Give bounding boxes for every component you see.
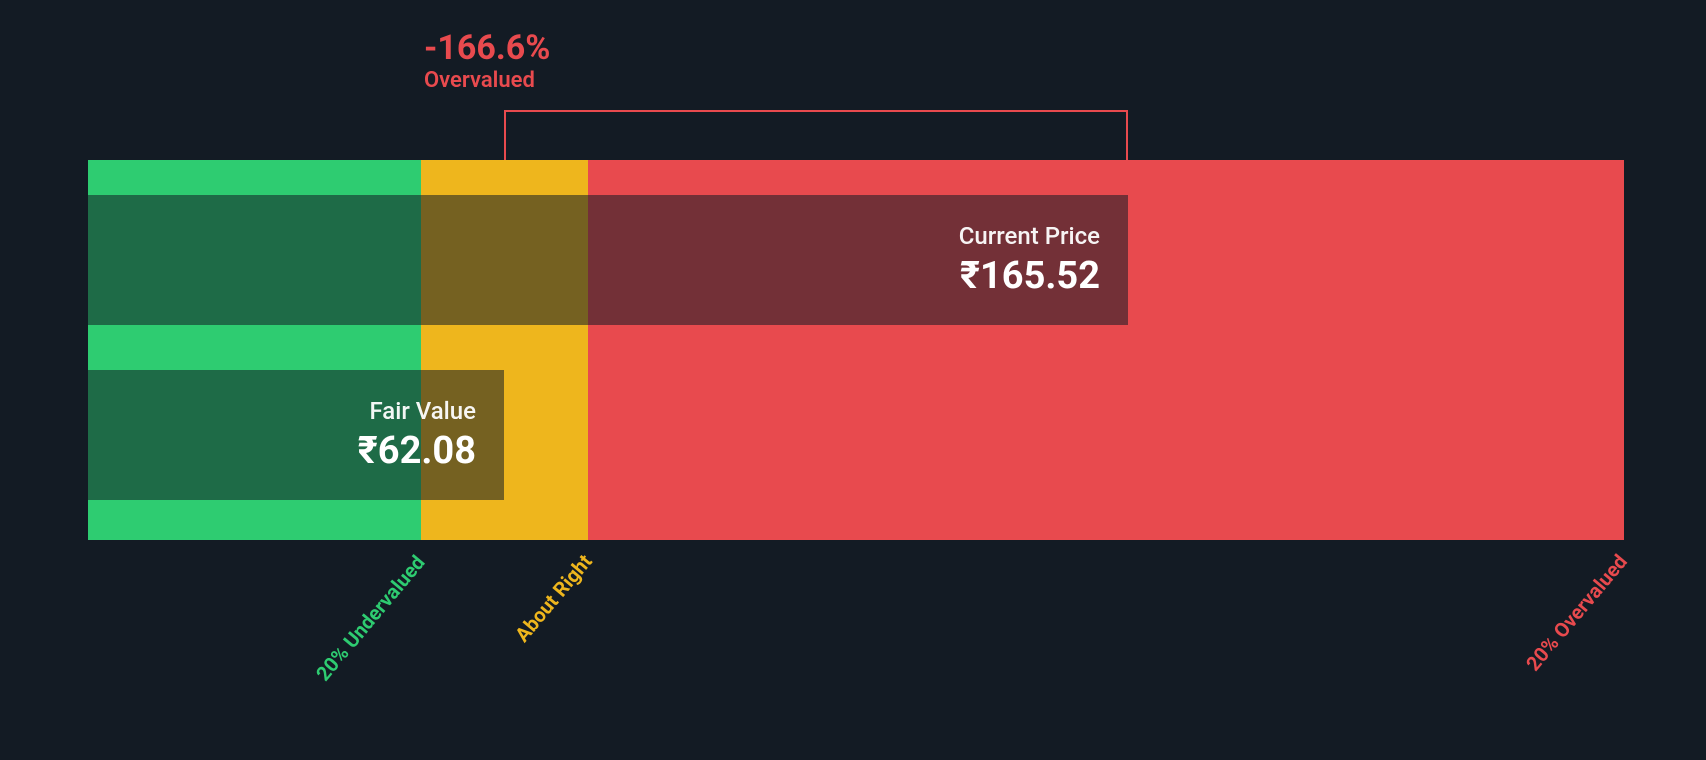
axis-label-undervalued: 20% Undervalued [311, 550, 430, 685]
valuation-chart: -166.6% Overvalued Current Price ₹165.52… [0, 0, 1706, 760]
fair-value-bar: Fair Value ₹62.08 [88, 370, 504, 500]
overvalued-label: Overvalued [424, 68, 550, 93]
axis-label-overvalued: 20% Overvalued [1521, 550, 1632, 676]
overvalued-percent: -166.6% [424, 28, 550, 68]
current-price-label: Current Price [959, 222, 1100, 250]
overvalued-bracket [504, 110, 1128, 160]
current-price-value: ₹165.52 [960, 254, 1100, 298]
fair-value-label: Fair Value [369, 397, 476, 425]
current-price-bar: Current Price ₹165.52 [88, 195, 1128, 325]
axis-label-about-right: About Right [510, 550, 597, 647]
overvalued-annotation: -166.6% Overvalued [424, 28, 550, 93]
fair-value-value: ₹62.08 [358, 429, 476, 473]
